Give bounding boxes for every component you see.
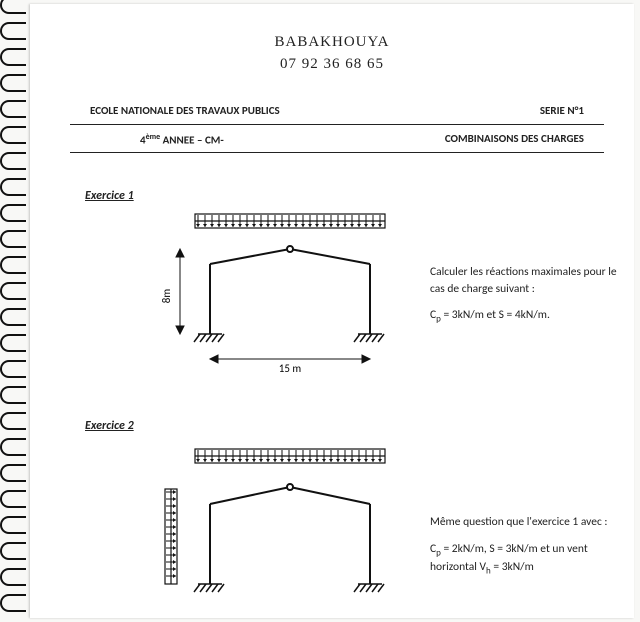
spiral-binding <box>0 0 28 622</box>
ex1-height-label: 8m <box>160 289 173 304</box>
exercice1-text: Calculer les réactions maximales pour le… <box>430 264 620 326</box>
exercice1-title: Exercice 1 <box>85 189 134 203</box>
handwritten-name: BABAKHOUYA <box>30 34 634 51</box>
header-year: 4ème ANNEE – CM- <box>140 132 224 147</box>
header-serie: SERIE N°1 <box>540 104 584 117</box>
year-super: ème <box>146 132 161 142</box>
ex1-span-label: 15 m <box>279 362 302 375</box>
page: BABAKHOUYA 07 92 36 68 65 ECOLE NATIONAL… <box>30 4 634 618</box>
ex2-text-line1: Même question que l'exercice 1 avec : <box>430 514 620 531</box>
handwritten-phone: 07 92 36 68 65 <box>30 56 634 73</box>
exercice2-text: Même question que l'exercice 1 avec : Cp… <box>430 514 620 577</box>
year-suffix: ANNEE – CM- <box>160 134 224 147</box>
header-rule-1 <box>70 124 604 125</box>
ex1-text-line1: Calculer les réactions maximales pour le… <box>430 264 620 297</box>
header-subject: COMBINAISONS DES CHARGES <box>445 132 584 145</box>
ex1-rest: = 3kN/m et S = 4kN/m. <box>441 308 550 322</box>
exercice2-figure <box>140 449 400 619</box>
header-school: ECOLE NATIONALE DES TRAVAUX PUBLICS <box>90 104 280 117</box>
header-rule-2 <box>70 152 604 153</box>
ex2-end: = 3kN/m <box>491 560 534 574</box>
ex2-text-line2: Cp = 2kN/m, S = 3kN/m et un vent horizon… <box>430 541 620 578</box>
exercice2-title: Exercice 2 <box>85 419 134 433</box>
ex1-text-line2: Cp = 3kN/m et S = 4kN/m. <box>430 307 620 325</box>
exercice1-figure: 8m 15 m <box>140 214 400 374</box>
